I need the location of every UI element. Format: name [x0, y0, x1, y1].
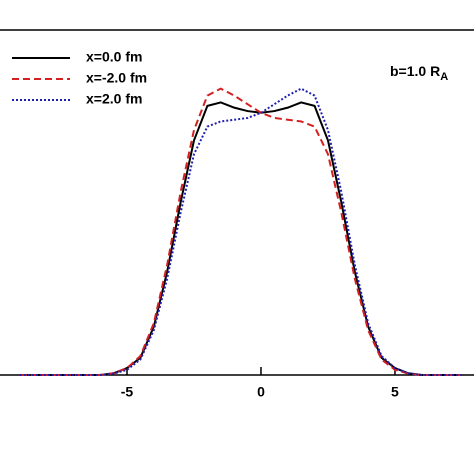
legend-label: x=2.0 fm: [86, 91, 142, 107]
x-tick-label: 0: [257, 384, 265, 400]
annotation-subscript: A: [440, 71, 448, 83]
series-line: [19, 87, 462, 376]
annotation-text: b=1.0 R: [390, 63, 440, 79]
series-line: [19, 101, 462, 376]
legend-label: x=-2.0 fm: [86, 70, 147, 86]
x-tick-label: -5: [121, 384, 134, 400]
legend-label: x=0.0 fm: [86, 49, 142, 65]
x-tick-label: 5: [391, 384, 399, 400]
series-line: [19, 87, 462, 376]
annotation: b=1.0 RA: [390, 63, 448, 83]
